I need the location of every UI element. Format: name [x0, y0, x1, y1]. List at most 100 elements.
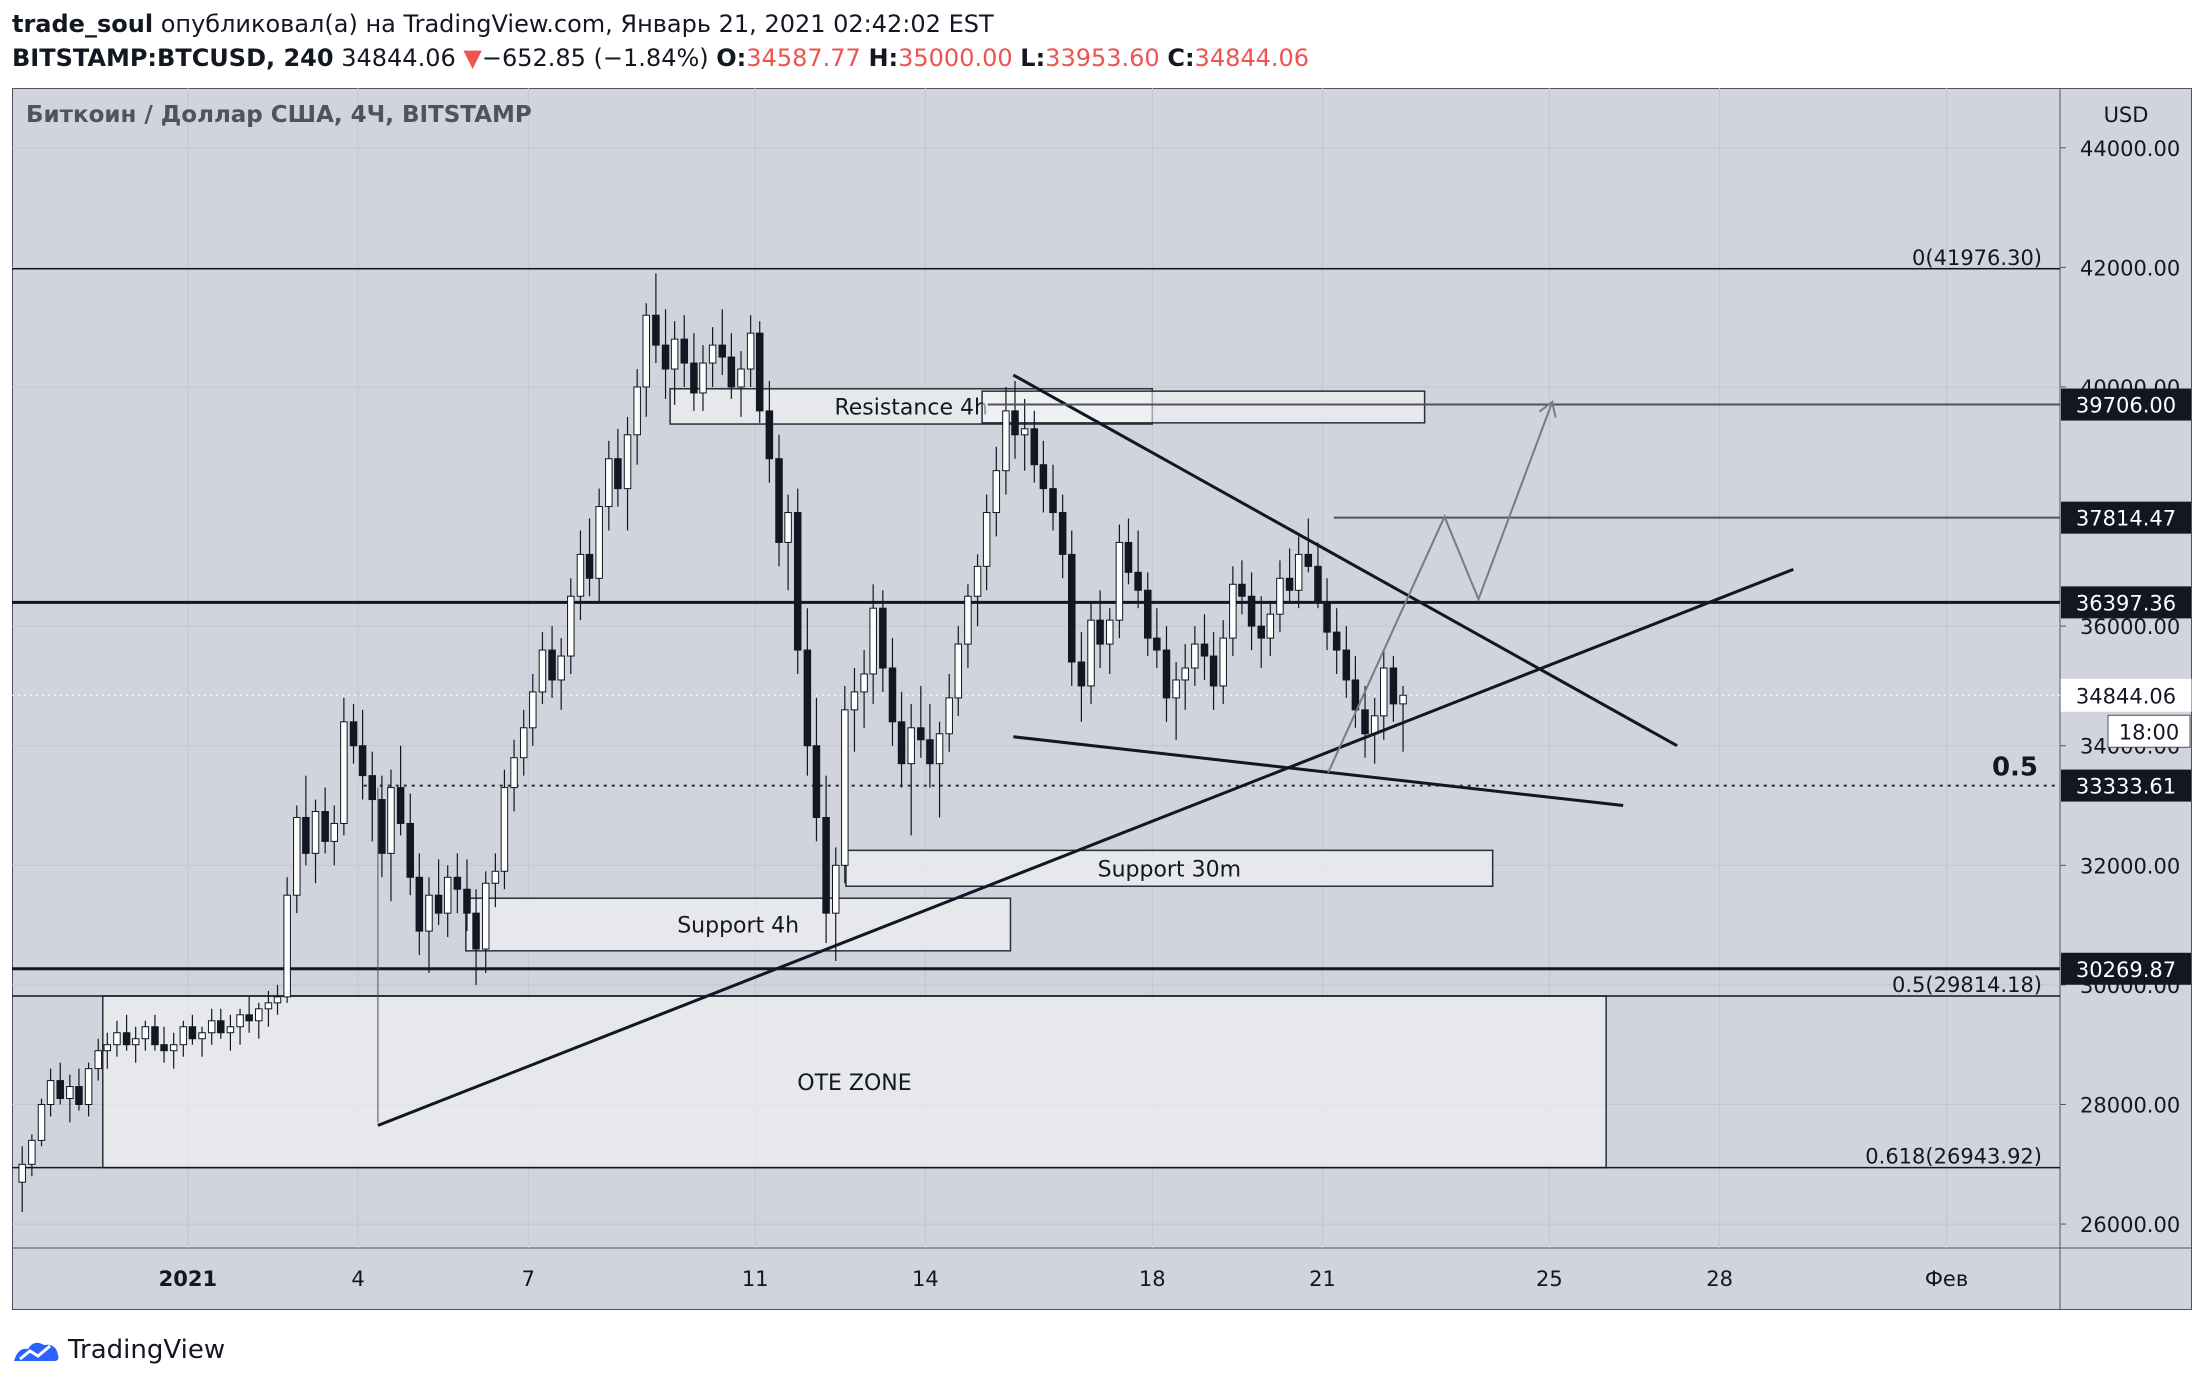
candle-down	[1058, 494, 1067, 579]
candle-body	[727, 356, 736, 388]
candle-body	[954, 643, 963, 699]
footer-brand[interactable]: TradingView	[68, 1335, 226, 1365]
candle-up	[141, 1020, 150, 1051]
candle-body	[122, 1032, 131, 1046]
last-price: 34844.06	[341, 44, 456, 72]
candle-body	[907, 727, 915, 765]
candle-body	[103, 1044, 112, 1052]
candle-body	[633, 386, 641, 436]
candle-body	[1134, 571, 1142, 591]
candle-down	[1342, 626, 1351, 698]
candle-down	[718, 309, 727, 376]
candle-body	[443, 876, 452, 914]
candle-down	[803, 608, 812, 776]
fib-level-label: 0(41976.30)	[1912, 246, 2042, 270]
candle-body	[1209, 655, 1218, 687]
candle-body	[869, 607, 877, 675]
candle-up	[510, 739, 518, 812]
candle-body	[453, 876, 462, 890]
price-chart[interactable]: Resistance 4h Support 30m Support 4h OTE ZO…	[12, 88, 2192, 1310]
currency-label: USD	[2104, 103, 2149, 127]
candle-body	[415, 876, 424, 932]
candle-up	[746, 315, 755, 387]
candle-up	[1020, 398, 1029, 471]
candle-body	[945, 697, 953, 735]
candle-body	[690, 362, 698, 394]
candle-down	[917, 685, 925, 758]
price-label-text: 34844.06	[2076, 684, 2176, 708]
candle-up	[708, 327, 717, 387]
candle-up	[500, 769, 509, 890]
candle-up	[37, 1098, 46, 1147]
price-label-text: 39706.00	[2076, 394, 2176, 418]
candle-down	[585, 518, 594, 597]
price-label-box	[2061, 769, 2191, 802]
candle-up	[860, 650, 868, 728]
candle-up	[131, 1026, 140, 1063]
candle-up	[236, 1008, 244, 1045]
candle-body	[1304, 553, 1313, 567]
trend-line	[1013, 735, 1624, 808]
candle-up	[576, 530, 585, 621]
candle-down	[1361, 685, 1369, 758]
candle-body	[661, 344, 670, 370]
candle-up	[113, 1020, 121, 1057]
candle-down	[1077, 632, 1086, 722]
candle-body	[1323, 601, 1331, 633]
candle-up	[567, 578, 575, 674]
tradingview-logo-icon[interactable]	[12, 1335, 62, 1365]
candle-body	[595, 506, 603, 579]
candle-up	[1106, 608, 1114, 674]
close-label: C:	[1167, 44, 1195, 72]
candle-body	[1229, 583, 1237, 639]
zone-box	[465, 897, 1012, 952]
candle-body	[131, 1038, 140, 1046]
candle-body	[1389, 667, 1398, 705]
candle-body	[1285, 577, 1294, 591]
candle-body	[1238, 583, 1246, 597]
candle-up	[1276, 560, 1284, 633]
candle-down	[1067, 530, 1076, 686]
candle-body	[737, 368, 745, 388]
candle-body	[1039, 464, 1048, 490]
candle-body	[793, 512, 802, 651]
candle-body	[1049, 488, 1057, 514]
candle-body	[529, 691, 537, 729]
candle-body	[670, 338, 679, 370]
candle-up	[273, 984, 282, 1015]
candle-down	[1134, 530, 1142, 609]
chart-frame[interactable]: Resistance 4h Support 30m Support 4h OTE ZO…	[12, 88, 2192, 1310]
candle-body	[302, 816, 310, 854]
candle-down	[888, 638, 897, 746]
candle-body	[141, 1026, 150, 1040]
candle-up	[169, 1032, 178, 1069]
candle-body	[822, 816, 830, 914]
candle-up	[945, 673, 953, 752]
candle-body	[1294, 553, 1303, 591]
trend-line	[377, 567, 1794, 1127]
candle-body	[1106, 619, 1114, 645]
candle-body	[642, 314, 651, 388]
candle-body	[652, 314, 660, 346]
symbol-line: BITSTAMP:BTCUSD, 240 34844.06 ▼−652.85 (…	[12, 44, 1309, 72]
candle-down	[1323, 578, 1331, 651]
candle-up	[425, 877, 433, 973]
candle-down	[415, 853, 424, 956]
candle-down	[661, 309, 670, 399]
candle-down	[56, 1062, 64, 1105]
candle-up	[935, 721, 944, 818]
candle-down	[406, 793, 415, 896]
candle-body	[1370, 715, 1379, 735]
candle-body	[1399, 694, 1407, 705]
candle-body	[491, 870, 500, 884]
candle-up	[226, 1014, 235, 1051]
candle-down	[1314, 542, 1322, 609]
candle-up	[283, 877, 291, 1003]
candle-body	[217, 1020, 225, 1034]
author-name[interactable]: trade_soul	[12, 10, 154, 38]
candle-up	[519, 709, 528, 776]
candle-body	[718, 344, 727, 358]
candle-body	[765, 410, 774, 460]
candle-down	[822, 775, 830, 944]
candle-body	[311, 811, 320, 854]
